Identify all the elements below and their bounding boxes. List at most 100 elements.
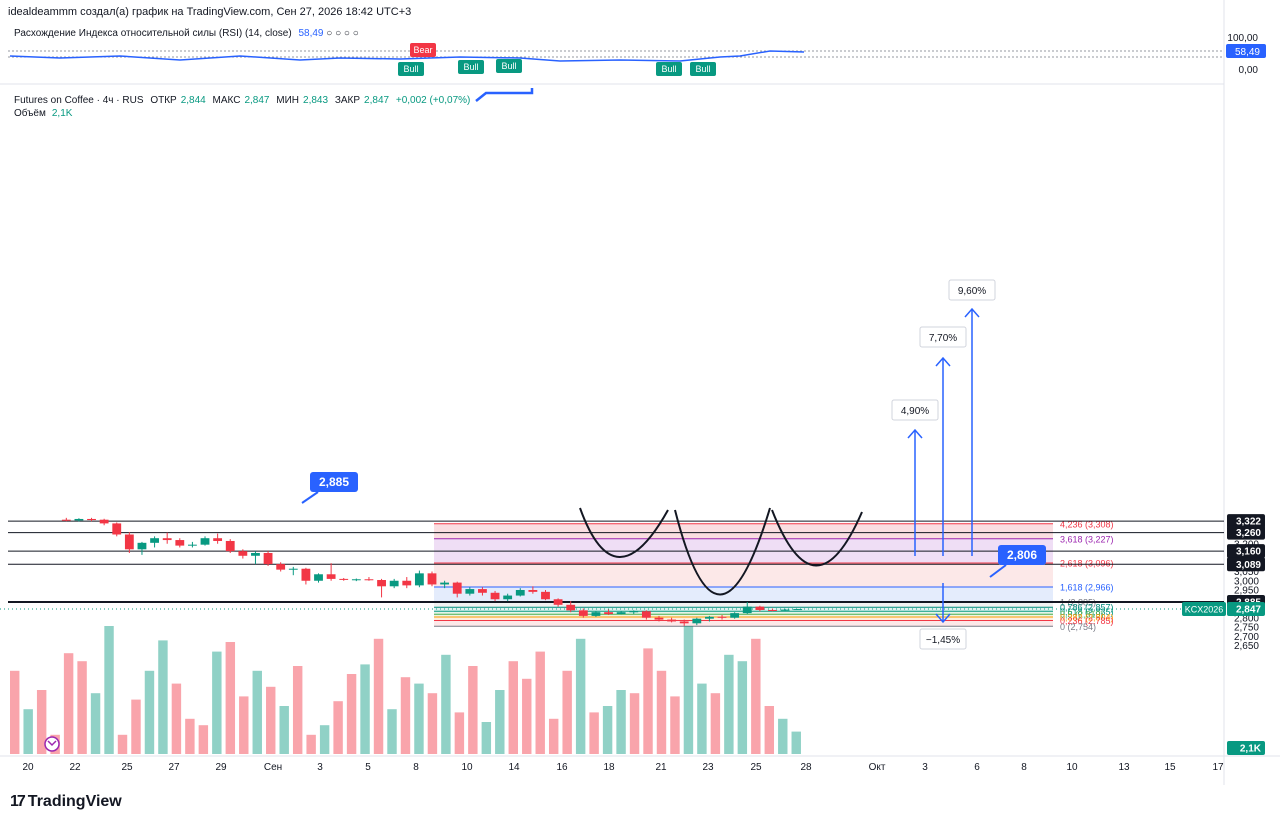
- fib-level-label: 0 (2,754): [1060, 622, 1096, 632]
- volume-bar: [589, 712, 599, 754]
- volume-bar: [724, 654, 734, 754]
- volume-bar: [656, 670, 667, 754]
- volume-bar: [319, 725, 330, 754]
- candle-body: [679, 621, 689, 624]
- candle-body: [150, 538, 159, 543]
- candle-body: [604, 612, 613, 615]
- candle-body: [238, 551, 248, 556]
- time-axis-tick: 13: [1118, 762, 1130, 773]
- pattern-curve-right: [771, 509, 863, 567]
- close-label: ЗАКР: [334, 95, 361, 106]
- candle-body: [276, 564, 286, 570]
- price-axis-tag-label: 3,089: [1236, 560, 1261, 571]
- time-axis-tick: 28: [800, 762, 812, 773]
- time-axis-tick: 8: [413, 762, 419, 773]
- candle-body: [187, 544, 197, 546]
- time-axis-tick: Сен: [264, 762, 282, 773]
- fib-zone: [434, 587, 1053, 603]
- volume-legend[interactable]: Объём 2,1K: [14, 108, 72, 119]
- volume-bar: [212, 651, 222, 754]
- price-callout-pointer: [301, 491, 319, 504]
- volume-bar: [292, 666, 303, 754]
- chart-canvas[interactable]: 4,236 (3,308) 3,618 (3,227) 2,618 (3,096) 1…: [0, 0, 1280, 785]
- candle-body: [566, 604, 576, 611]
- bull-signal-label: Bull: [403, 64, 418, 74]
- volume-bar: [144, 670, 155, 754]
- target-label: 9,60%: [958, 286, 986, 297]
- bull-signal-badge: [496, 59, 522, 73]
- target-label: 7,70%: [929, 333, 957, 344]
- candle-body: [414, 573, 424, 586]
- candle-body: [440, 582, 450, 585]
- candle-body: [402, 580, 412, 586]
- volume-bar: [670, 696, 680, 754]
- fib-zone: [434, 620, 1053, 627]
- time-axis-tick: 5: [365, 762, 371, 773]
- tradingview-logo[interactable]: 17 TradingView: [10, 793, 122, 811]
- price-axis-tag: [1227, 525, 1265, 540]
- volume-bar: [791, 731, 801, 754]
- price-callout-label: 2,806: [1007, 548, 1037, 562]
- price-callout-box: [998, 545, 1046, 565]
- candle-body: [705, 616, 714, 619]
- bull-signal-label: Bull: [695, 64, 710, 74]
- time-axis-tick: 14: [508, 762, 520, 773]
- volume-bar: [131, 699, 141, 754]
- symbol-description: Futures on Coffee · 4ч · RUS: [14, 95, 144, 106]
- rsi-indicator-legend[interactable]: Расхождение Индекса относительной силы (…: [14, 28, 359, 39]
- volume-bar: [306, 734, 316, 754]
- volume-bar: [279, 706, 289, 754]
- volume-bar: [158, 640, 168, 754]
- candle-body: [314, 574, 323, 581]
- price-axis-tag-label: 3,322: [1236, 517, 1261, 528]
- tradingview-logo-text: TradingView: [27, 793, 122, 810]
- volume-bar: [522, 678, 532, 754]
- volume-bar: [77, 661, 87, 754]
- volume-bar: [616, 690, 626, 754]
- volume-bar: [629, 693, 640, 754]
- bull-signal-badge: [656, 62, 682, 76]
- rsi-line: [9, 50, 805, 62]
- fib-level-label: 0,382 (2,804): [1060, 613, 1114, 623]
- fib-level-label: 0,5 (2,819): [1060, 610, 1104, 620]
- candle-body: [326, 574, 336, 579]
- time-axis-tick: 6: [974, 762, 980, 773]
- target-label-box: [948, 279, 996, 301]
- candle-body: [301, 568, 311, 581]
- volume-bar: [346, 674, 357, 754]
- candle-body: [339, 578, 349, 580]
- main-series-legend[interactable]: Futures on Coffee · 4ч · RUS ОТКР 2,844 М…: [14, 95, 475, 106]
- volume-bar: [239, 696, 249, 754]
- volume-bar: [643, 648, 653, 754]
- candle-body: [503, 595, 513, 600]
- rsi-scale-tick: 0,00: [1239, 65, 1259, 76]
- volume-bar: [198, 725, 209, 754]
- price-axis-tag-label: 2,1K: [1240, 744, 1262, 755]
- time-axis-tick: 16: [556, 762, 568, 773]
- volume-bar: [737, 661, 748, 754]
- volume-bar: [481, 722, 492, 754]
- candle-body: [667, 619, 677, 622]
- volume-bar: [414, 683, 424, 754]
- volume-bar: [266, 686, 276, 754]
- volume-bar: [441, 654, 451, 754]
- symbol-tag: [1182, 602, 1226, 617]
- candle-body: [641, 611, 651, 618]
- price-axis-tick: 2,950: [1234, 586, 1259, 597]
- high-label: МАКС: [212, 95, 241, 106]
- rsi-value-tag: [1226, 44, 1266, 58]
- price-axis-tag: [1227, 557, 1265, 572]
- bull-signal-label: Bull: [661, 64, 676, 74]
- volume-bar: [225, 642, 236, 754]
- candle-body: [427, 573, 437, 585]
- candle-body: [755, 606, 765, 610]
- open-value: 2,844: [180, 95, 206, 106]
- volume-bar: [252, 670, 262, 754]
- volume-bar: [63, 653, 74, 754]
- candle-body: [288, 568, 298, 570]
- arrow-up-icon: [907, 428, 923, 439]
- volume-bar: [333, 701, 343, 754]
- volume-bar: [36, 690, 47, 754]
- volume-bar: [575, 638, 586, 754]
- price-axis-tick: 2,750: [1234, 623, 1259, 634]
